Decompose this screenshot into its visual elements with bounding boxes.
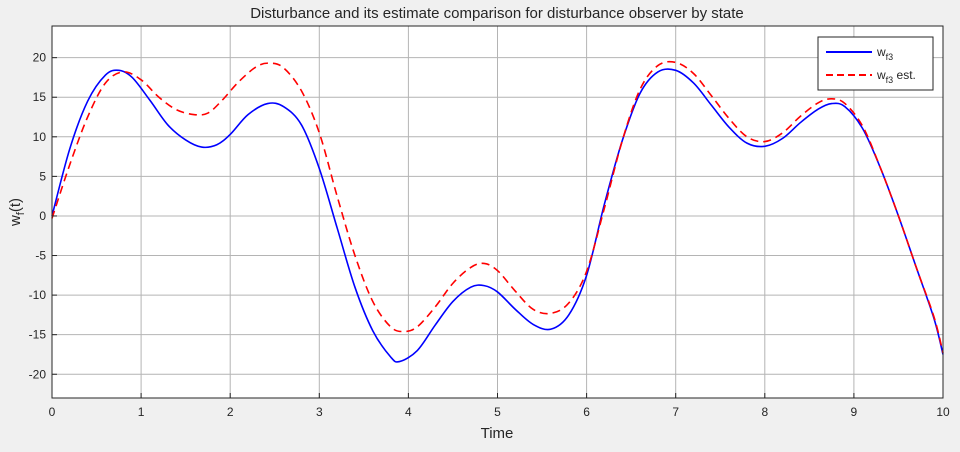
- chart-title: Disturbance and its estimate comparison …: [250, 5, 744, 22]
- legend-entry-wf3: wf3: [876, 45, 893, 62]
- y-tick-label: 20: [33, 51, 47, 65]
- y-tick-label: -5: [35, 249, 46, 263]
- y-tick-label: -10: [29, 288, 47, 302]
- x-axis-label: Time: [481, 425, 514, 442]
- x-tick-label: 8: [761, 405, 768, 419]
- x-tick-label: 4: [405, 405, 412, 419]
- series-line-wf3: [51, 68, 944, 363]
- legend-entry-wf3-est: wf3 est.: [876, 68, 916, 85]
- y-axis-label: wf(t): [7, 198, 27, 227]
- y-tick-label: -15: [29, 328, 47, 342]
- legend-entry-wf3-est-sub: f3: [886, 75, 894, 85]
- y-axis-label-sub: f: [15, 211, 27, 215]
- x-tick-label: 3: [316, 405, 323, 419]
- x-tick-label: 10: [936, 405, 950, 419]
- y-tick-label: 5: [39, 169, 46, 183]
- legend-entry-wf3-sub: f3: [886, 52, 894, 62]
- x-tick-label: 0: [49, 405, 56, 419]
- x-tick-label: 7: [672, 405, 679, 419]
- legend-entry-wf3-est-main: w: [876, 68, 886, 82]
- y-tick-label: 15: [33, 90, 47, 104]
- legend-entry-wf3-main: w: [876, 45, 886, 59]
- y-axis-label-main: w: [7, 215, 24, 227]
- legend-box: [817, 36, 934, 91]
- x-ticks: 0 1 2 3 4 5 6 7 8 9 10: [49, 393, 950, 419]
- y-tick-label: 10: [33, 130, 47, 144]
- x-tick-label: 9: [851, 405, 858, 419]
- x-tick-label: 2: [227, 405, 234, 419]
- series-layer: [51, 60, 944, 363]
- x-tick-label: 1: [138, 405, 145, 419]
- legend: wf3 wf3 est.: [817, 36, 934, 91]
- y-tick-label: 0: [39, 209, 46, 223]
- x-tick-label: 6: [583, 405, 590, 419]
- y-ticks: -20 -15 -10 -5 0 5 10 15 20: [29, 51, 57, 381]
- legend-entry-wf3-est-tail: est.: [893, 68, 916, 82]
- y-tick-label: -20: [29, 367, 47, 381]
- x-tick-label: 5: [494, 405, 501, 419]
- y-axis-label-tail: (t): [7, 198, 24, 212]
- series-line-wf3-est: [51, 60, 944, 354]
